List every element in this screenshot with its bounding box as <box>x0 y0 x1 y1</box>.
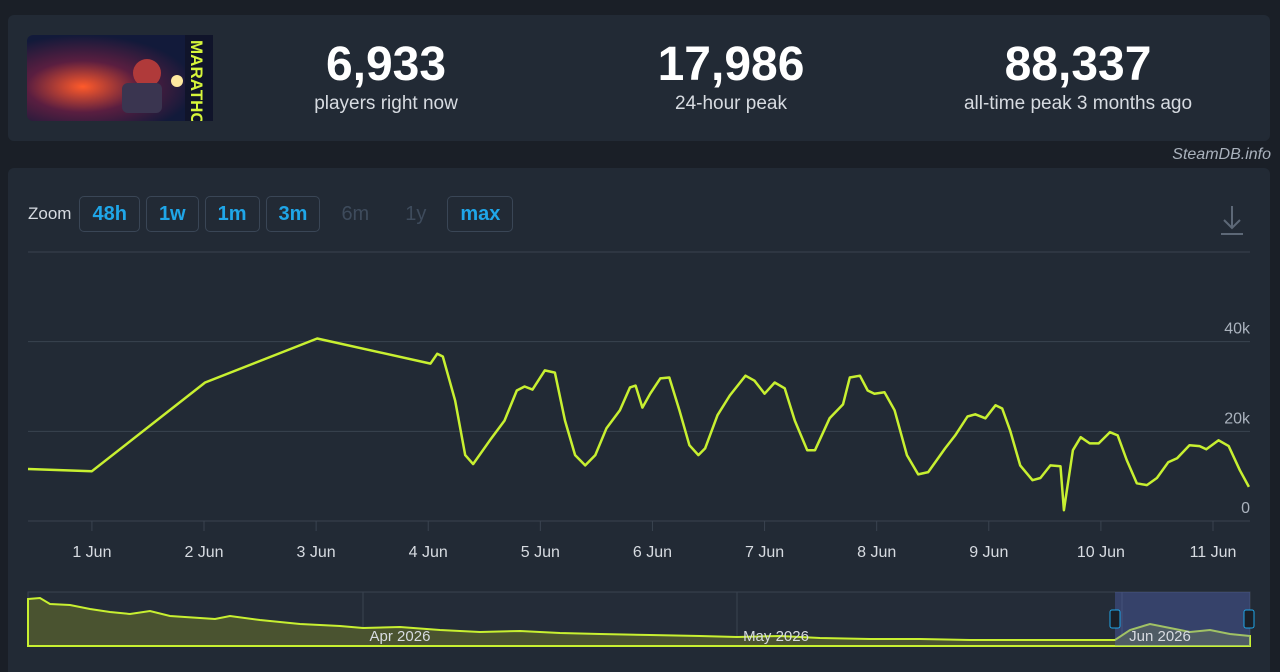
zoom-button[interactable]: 3m <box>265 196 321 232</box>
x-tick-label: 1 Jun <box>72 544 111 561</box>
navigator-selection[interactable] <box>1115 592 1250 646</box>
x-tick-label: 9 Jun <box>969 544 1008 561</box>
navigator-label: May 2026 <box>743 628 809 645</box>
game-thumbnail[interactable]: MARATHON <box>27 35 213 121</box>
y-tick-label: 0 <box>1241 500 1250 517</box>
x-tick-label: 5 Jun <box>521 544 560 561</box>
y-tick-label: 20k <box>1224 410 1251 427</box>
x-tick-label: 8 Jun <box>857 544 896 561</box>
stat-value: 17,986 <box>657 38 805 91</box>
y-tick-label: 40k <box>1224 321 1251 338</box>
stat: 88,337 all-time peak 3 months ago <box>918 37 1238 115</box>
zoom-button[interactable]: 1m <box>204 196 260 232</box>
stat-value: 88,337 <box>1004 38 1152 91</box>
x-tick-label: 10 Jun <box>1077 544 1125 561</box>
x-tick-label: 2 Jun <box>184 544 223 561</box>
zoom-bar: Zoom 48h 1w 1m 3m 6m 1y max <box>28 196 514 232</box>
navigator-label: Apr 2026 <box>370 628 431 645</box>
navigator-handle[interactable] <box>1243 609 1255 629</box>
zoom-button[interactable]: max <box>447 196 514 232</box>
stat-label: all-time peak 3 months ago <box>963 93 1193 114</box>
x-tick-label: 4 Jun <box>409 544 448 561</box>
credit[interactable]: SteamDB.info <box>1172 146 1271 163</box>
stat: 6,933 players right now <box>226 37 546 115</box>
x-tick-label: 3 Jun <box>297 544 336 561</box>
zoom-button: 1y <box>405 202 427 225</box>
stat-label: 24-hour peak <box>675 93 787 114</box>
x-tick-label: 11 Jun <box>1190 544 1237 561</box>
download-icon[interactable] <box>1219 204 1249 238</box>
navigator-line <box>27 596 1251 647</box>
stat-label: players right now <box>314 93 458 114</box>
x-tick-label: 7 Jun <box>745 544 784 561</box>
stats-panel: MARATHON 6,933 players right now 17,986 24… <box>8 15 1270 141</box>
x-tick-label: 6 Jun <box>633 544 672 561</box>
thumbnail-text: MARATHON <box>187 40 206 121</box>
zoom-label: Zoom <box>28 204 72 223</box>
player-line <box>27 337 1250 512</box>
navigator: Apr 2026 May 2026 Jun 2026 <box>27 591 1255 647</box>
zoom-button[interactable]: 48h <box>79 196 140 232</box>
zoom-button[interactable]: 1w <box>145 196 199 232</box>
zoom-button: 6m <box>341 202 370 225</box>
stat: 17,986 24-hour peak <box>571 37 891 115</box>
navigator-label: Jun 2026 <box>1129 628 1191 645</box>
navigator-handle[interactable] <box>1109 609 1121 629</box>
stat-value: 6,933 <box>325 38 447 91</box>
